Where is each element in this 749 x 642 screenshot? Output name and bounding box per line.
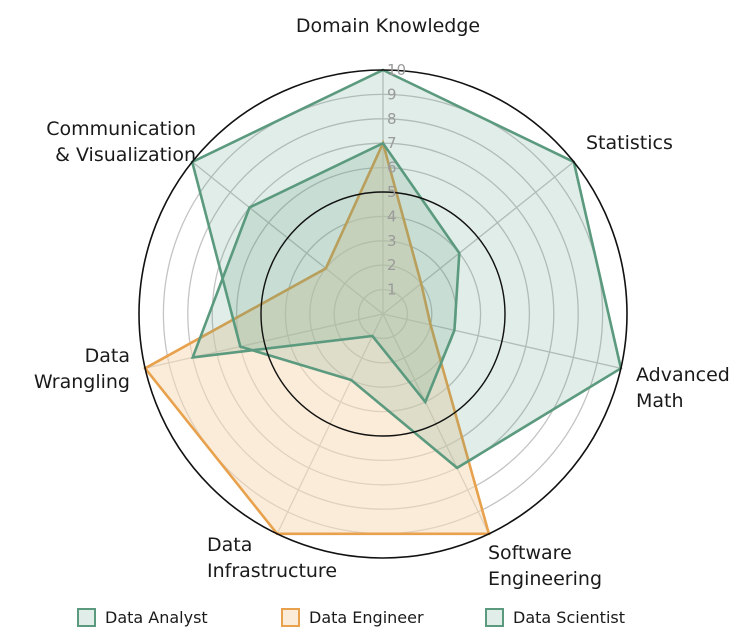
legend-label: Data Engineer bbox=[309, 608, 424, 627]
tick-label: 3 bbox=[387, 232, 397, 250]
tick-labels: 1 2 3 4 5 6 7 8 9 10 bbox=[387, 61, 406, 299]
outer-border bbox=[138, 69, 628, 559]
legend-swatch bbox=[77, 608, 96, 627]
legend-item-data-scientist: Data Scientist bbox=[485, 608, 625, 627]
tick-label: 1 bbox=[387, 281, 397, 299]
axis-label-data-infrastructure: Data Infrastructure bbox=[207, 534, 337, 582]
legend-swatch bbox=[281, 608, 300, 627]
tick-label: 6 bbox=[387, 159, 397, 177]
axis-label-communication-and-visualization: Communication & Visualization bbox=[46, 118, 196, 166]
legend-item-data-engineer: Data Engineer bbox=[281, 608, 424, 627]
series-data-scientist bbox=[190, 141, 461, 405]
axis-label-statistics: Statistics bbox=[586, 132, 673, 154]
tick-label: 8 bbox=[387, 110, 397, 128]
legend-swatch bbox=[485, 608, 504, 627]
tick-label: 2 bbox=[387, 256, 397, 274]
tick-label: 4 bbox=[387, 207, 397, 225]
axis-label-software-engineering: Software Engineering bbox=[488, 542, 602, 590]
series-layer bbox=[138, 68, 628, 559]
legend-label: Data Scientist bbox=[513, 608, 625, 627]
series-data-engineer bbox=[143, 139, 491, 536]
legend-item-data-analyst: Data Analyst bbox=[77, 608, 208, 627]
axis-labels: Domain Knowledge Statistics Advanced Math So… bbox=[34, 15, 730, 590]
tick-label: 9 bbox=[387, 85, 397, 103]
axis-label-advanced-math: Advanced Math bbox=[636, 364, 730, 412]
tick-label: 10 bbox=[387, 61, 406, 79]
tick-label: 7 bbox=[387, 134, 397, 152]
tick-label: 5 bbox=[387, 183, 397, 201]
midline-circle bbox=[260, 191, 506, 437]
legend-label: Data Analyst bbox=[105, 608, 208, 627]
series-data-analyst bbox=[190, 68, 623, 470]
legend: Data Analyst Data Engineer Data Scientist bbox=[77, 608, 625, 627]
axis-label-domain-knowledge: Domain Knowledge bbox=[296, 15, 480, 37]
axis-label-data-wrangling: Data Wrangling bbox=[34, 345, 130, 393]
